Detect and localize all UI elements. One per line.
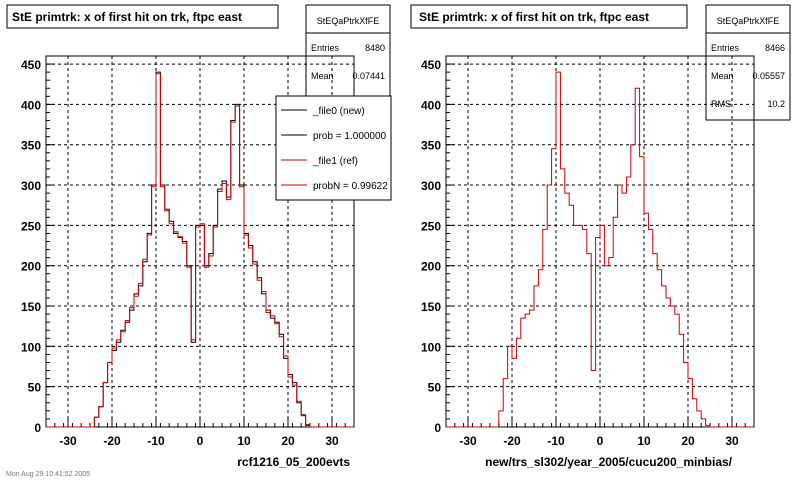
x-tick-label-4: 10	[237, 434, 251, 448]
y-tick-label-5: 250	[21, 219, 41, 233]
y-tick-label-3: 150	[21, 300, 41, 314]
y-tick-label-7: 350	[421, 139, 441, 153]
x-tick-label-6: 30	[325, 434, 339, 448]
stats-value-entries-1: 8466	[765, 43, 785, 53]
y-tick-label-0: 0	[434, 421, 441, 435]
y-tick-label-0: 0	[34, 421, 41, 435]
x-tick-label-1: -20	[103, 434, 121, 448]
legend-label-1: prob = 1.000000	[313, 131, 387, 142]
stats-box-0	[305, 4, 391, 98]
right-histogram-panel: StE primtrk: x of first hit on trk, ftpc…	[410, 4, 791, 469]
stats-name-1: StEQaPtrkXfFE	[717, 16, 780, 26]
left-histogram-panel: StE primtrk: x of first hit on trk, ftpc…	[6, 4, 392, 469]
legend-label-2: _file1 (ref)	[312, 156, 358, 167]
y-tick-label-2: 100	[21, 340, 41, 354]
stats-label-entries-1: Entries	[711, 43, 740, 53]
x-tick-label-5: 20	[281, 434, 295, 448]
y-tick-label-6: 300	[421, 179, 441, 193]
title-box-0	[6, 4, 279, 29]
x-tick-label-0: -30	[59, 434, 77, 448]
histogram-series-1	[446, 71, 754, 428]
y-tick-label-3: 150	[421, 300, 441, 314]
stats-label-mean-1: Mean	[711, 71, 734, 81]
y-tick-label-1: 50	[28, 381, 42, 395]
x-axis-label-0: rcf1216_05_200evts	[237, 455, 350, 469]
y-tick-label-8: 400	[21, 98, 41, 112]
y-tick-label-1: 50	[428, 381, 442, 395]
stats-value-mean-1: 0.05557	[752, 71, 785, 81]
stats-name-0: StEQaPtrkXfFE	[317, 16, 380, 26]
axis-ticks-1: -30 -20 -10 0 10 20 30050100150200250300350400…	[421, 55, 755, 448]
y-tick-label-2: 100	[421, 340, 441, 354]
footer-timestamp: Mon Aug 29 10:41:52 2005	[6, 471, 90, 478]
title-box-1	[410, 4, 688, 29]
x-tick-label-4: 10	[637, 434, 651, 448]
x-tick-label-2: -10	[147, 434, 165, 448]
stats-value-rms-1: 10.2	[767, 99, 785, 109]
y-tick-label-9: 450	[21, 58, 41, 72]
x-tick-label-3: 0	[197, 434, 204, 448]
histogram-line-1-0	[446, 71, 754, 428]
legend-label-3: probN = 0.99622	[313, 181, 388, 192]
stats-label-entries-0: Entries	[311, 43, 340, 53]
chart-title-1: StE primtrk: x of first hit on trk, ftpc…	[419, 10, 649, 24]
stats-value-entries-0: 8480	[365, 43, 385, 53]
legend-0: _file0 (new) prob = 1.000000 _file1 (ref) p…	[275, 95, 392, 201]
stats-label-rms-1: RMS	[711, 99, 731, 109]
y-tick-label-7: 350	[21, 139, 41, 153]
legend-label-0: _file0 (new)	[312, 106, 365, 117]
x-tick-label-0: -30	[459, 434, 477, 448]
stats-label-mean-0: Mean	[311, 71, 334, 81]
y-tick-label-4: 200	[21, 260, 41, 274]
y-tick-label-5: 250	[421, 219, 441, 233]
x-tick-label-5: 20	[681, 434, 695, 448]
y-tick-label-9: 450	[421, 58, 441, 72]
x-tick-label-6: 30	[725, 434, 739, 448]
x-tick-label-1: -20	[503, 434, 521, 448]
y-tick-label-4: 200	[421, 260, 441, 274]
axis-ticks-0: -30 -20 -10 0 10 20 30050100150200250300350400…	[21, 55, 355, 448]
chart-title-0: StE primtrk: x of first hit on trk, ftpc…	[12, 10, 242, 24]
stats-value-mean-0: 0.07441	[352, 71, 385, 81]
x-axis-label-1: new/trs_sl302/year_2005/cucu200_minbias/	[485, 455, 732, 469]
histogram-series-0	[46, 71, 354, 428]
x-tick-label-3: 0	[597, 434, 604, 448]
y-tick-label-8: 400	[421, 98, 441, 112]
stats-box-1	[705, 4, 791, 121]
histogram-line-0-1	[46, 73, 354, 428]
x-tick-label-2: -10	[547, 434, 565, 448]
y-tick-label-6: 300	[21, 179, 41, 193]
